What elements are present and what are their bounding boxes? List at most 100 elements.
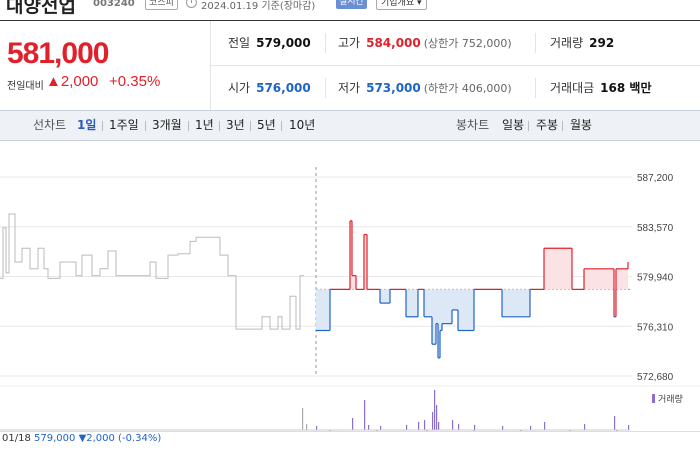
quote-row-2: 시가 576,000 저가 573,000 (하한가 406,000) 거래대금 168… [211, 66, 700, 110]
low-cell: 저가 573,000 (하한가 406,000) [338, 66, 512, 110]
quote-info-grid: 전일 579,000 고가 584,000 (상한가 752,000) 거래량 292 … [210, 21, 700, 110]
lower-limit: (하한가 406,000) [423, 82, 512, 95]
divider [325, 78, 326, 98]
y-tick-label: 587,200 [637, 173, 674, 184]
area-fill [442, 289, 452, 324]
volume-bar [474, 425, 476, 430]
area-fill [364, 234, 367, 290]
high-cell: 고가 584,000 (상한가 752,000) [338, 21, 512, 65]
tab-1day[interactable]: 1일 [77, 118, 97, 132]
tab-1week[interactable]: 1주일 [109, 118, 139, 132]
low-label: 저가 [338, 81, 361, 95]
area-fill [352, 275, 356, 290]
stock-code: 003240 [93, 0, 135, 9]
area-fill [424, 289, 432, 317]
volume-bar [614, 416, 616, 430]
volume-bar [458, 424, 460, 430]
company-info-dropdown[interactable]: 기업개요 ▾ [376, 0, 427, 10]
tab-10year[interactable]: 10년 [289, 118, 316, 132]
y-tick-label: 583,570 [637, 223, 674, 234]
volume-bar [438, 422, 440, 430]
divider [325, 33, 326, 53]
volume-legend-label: 거래량 [658, 395, 683, 405]
open-cell: 시가 576,000 [228, 66, 311, 110]
volume-bar [316, 426, 318, 430]
volume-bar [502, 426, 504, 430]
volume-bar [432, 412, 434, 430]
area-fill [316, 289, 330, 331]
volume-bar [368, 425, 370, 430]
tab-1year[interactable]: 1년 [195, 118, 214, 132]
area-fill [452, 289, 458, 310]
volume-bar [434, 390, 436, 430]
volume-bar [306, 424, 308, 430]
amount-value: 168 백만 [600, 81, 652, 95]
volume-bar [584, 424, 586, 430]
market-badge: 코스피 [145, 0, 178, 10]
volume-bar [530, 426, 532, 430]
prev-change: ▼2,000 (-0.34%) [78, 433, 162, 444]
divider [145, 121, 146, 131]
realtime-button[interactable]: 실시간 [336, 0, 367, 9]
prev-price: 579,000 [34, 433, 76, 444]
price-summary: 581,000 전일대비 ▲2,000 +0.35% [0, 21, 210, 110]
y-tick-label: 576,310 [637, 322, 674, 333]
volume-bar [364, 400, 366, 430]
line-chart-label: 선차트 [33, 118, 67, 132]
prev-day-line [0, 213, 304, 330]
prev-close-label: 전일 [228, 36, 251, 50]
stock-name: 대양전업 [6, 0, 76, 17]
volume-bar [418, 422, 420, 430]
low-value: 573,000 [366, 81, 421, 95]
change-amount: ▲2,000 [46, 73, 99, 90]
area-fill [406, 289, 418, 317]
area-fill [502, 289, 530, 317]
volume-bar [302, 408, 304, 430]
divider [281, 121, 282, 131]
tab-weekly-candle[interactable]: 주봉 [536, 118, 559, 132]
prev-close-value: 579,000 [256, 36, 311, 50]
tab-monthly-candle[interactable]: 월봉 [570, 118, 593, 132]
volume-legend-swatch [652, 394, 655, 403]
tab-daily-candle[interactable]: 일봉 [502, 118, 525, 132]
prev-close-cell: 전일 579,000 [228, 21, 311, 65]
tab-3month[interactable]: 3개월 [152, 118, 182, 132]
area-fill [436, 289, 438, 324]
tab-5year[interactable]: 5년 [257, 118, 276, 132]
high-value: 584,000 [366, 36, 421, 50]
volume-value: 292 [589, 36, 615, 50]
tab-3year[interactable]: 3년 [226, 118, 245, 132]
volume-bar [628, 425, 630, 430]
footer-divider [0, 431, 700, 451]
intraday-price-chart[interactable]: 587,200583,570579,940576,310572,68001/19… [0, 140, 700, 432]
volume-cell: 거래량 292 [550, 21, 614, 65]
divider [250, 121, 251, 131]
open-label: 시가 [228, 81, 251, 95]
area-fill [432, 289, 436, 345]
area-fill [438, 289, 440, 358]
y-tick-label: 579,940 [637, 273, 674, 284]
divider [528, 121, 529, 131]
chart-period-tabs: 선차트 1일 1주일 3개월 1년 3년 5년 10년 봉차트 일봉 주봉 월봉 [0, 110, 700, 141]
area-fill [440, 289, 442, 331]
volume-bar [380, 426, 382, 430]
upper-limit: (상한가 752,000) [423, 37, 512, 50]
divider [535, 33, 536, 53]
volume-bar [406, 425, 408, 430]
volume-bar [352, 418, 354, 430]
y-tick-label: 572,680 [637, 372, 674, 383]
area-fill [458, 289, 474, 331]
volume-bar [544, 422, 546, 430]
clock-icon [186, 0, 197, 8]
volume-label: 거래량 [550, 36, 584, 50]
volume-bar [436, 405, 438, 430]
volume-bar [424, 420, 426, 430]
current-price: 581,000 [7, 37, 109, 70]
divider [102, 121, 103, 131]
amount-cell: 거래대금 168 백만 [550, 66, 651, 110]
divider [188, 121, 189, 131]
open-value: 576,000 [256, 81, 311, 95]
stock-header: 대양전업 003240 코스피 2024.01.19 기준(장마감) 실시간 기… [0, 0, 700, 20]
high-label: 고가 [338, 36, 361, 50]
volume-bar [452, 420, 454, 430]
